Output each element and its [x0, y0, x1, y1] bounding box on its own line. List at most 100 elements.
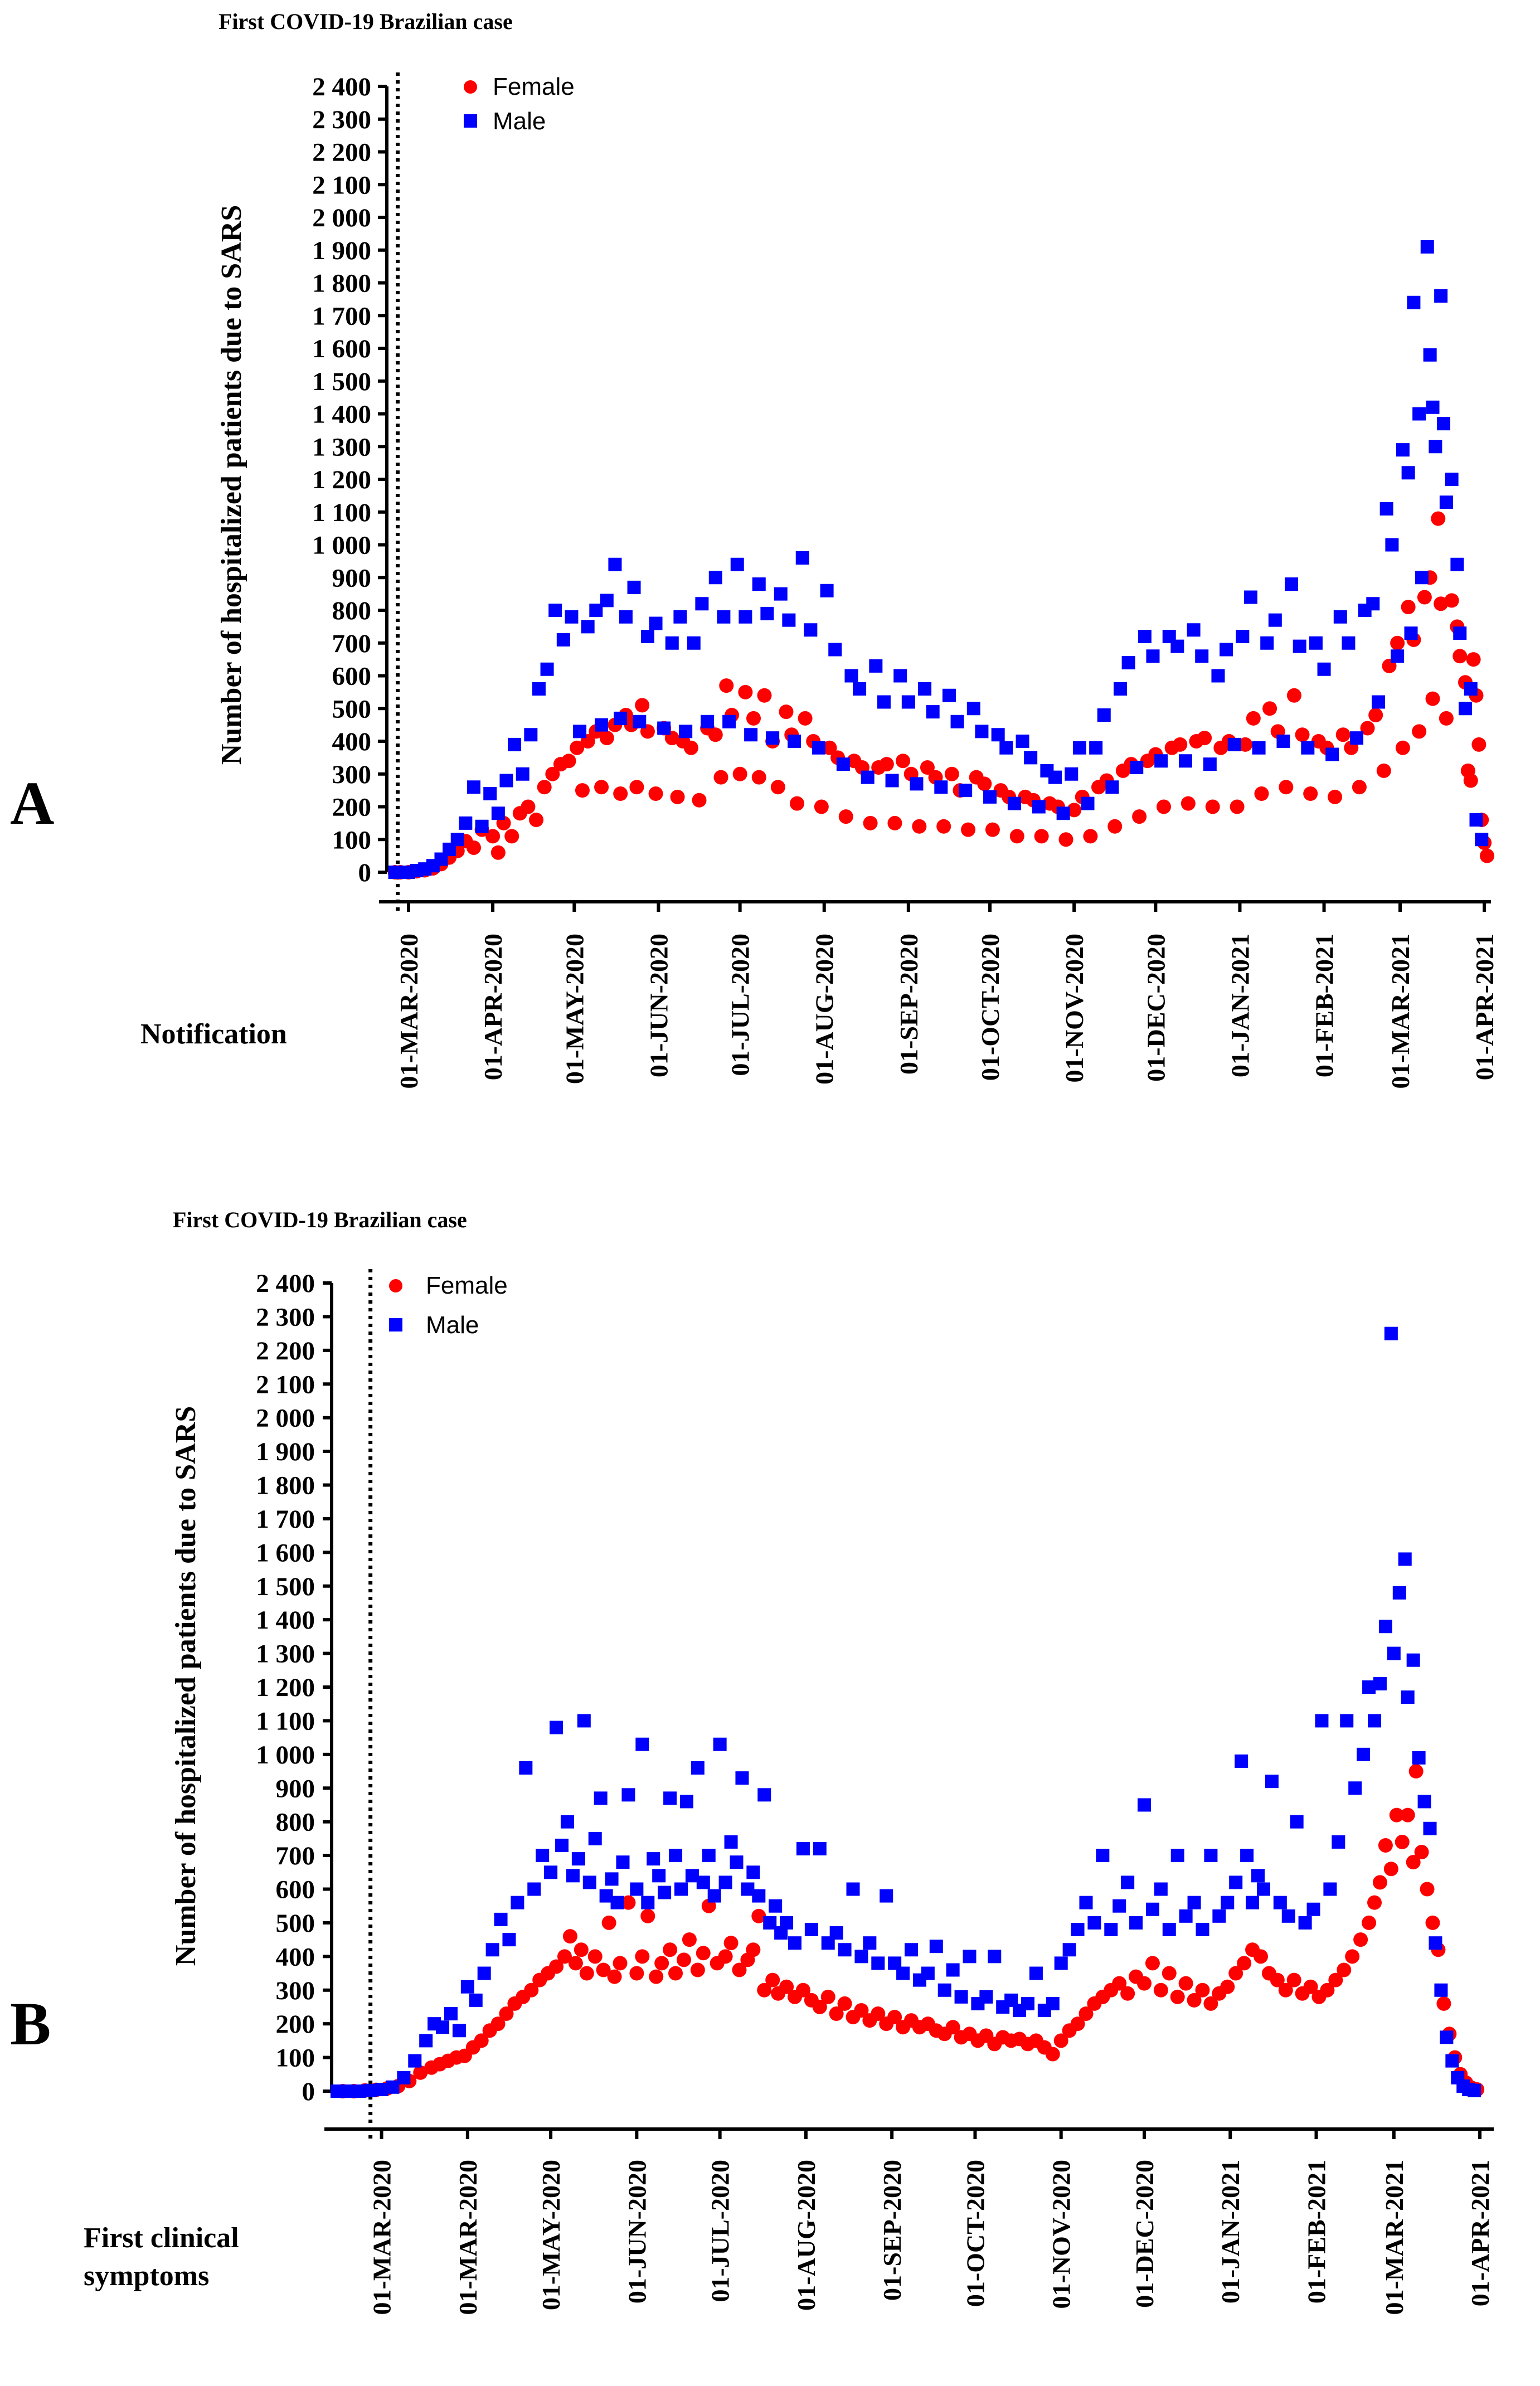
data-point-male — [905, 1943, 918, 1957]
data-point-female — [961, 822, 976, 837]
data-point-male — [1385, 538, 1399, 552]
data-point-male — [544, 1865, 558, 1879]
data-point-female — [1237, 1956, 1252, 1971]
data-point-female — [945, 2020, 960, 2035]
y-tick-label: 1 000 — [312, 531, 371, 560]
data-point-female — [1425, 1915, 1440, 1930]
data-point-male — [610, 1896, 624, 1909]
data-point-male — [502, 1933, 516, 1947]
x-tick-label: 01-JUN-2020 — [644, 934, 673, 1077]
data-point-male — [746, 1865, 760, 1879]
data-point-female — [613, 1956, 628, 1971]
data-point-male — [1256, 1882, 1270, 1896]
data-point-female — [1136, 1976, 1152, 1991]
data-point-male — [963, 1950, 977, 1964]
legend-male-marker — [389, 1318, 402, 1332]
data-point-female — [723, 1936, 739, 1951]
data-point-female — [1353, 1932, 1368, 1947]
data-point-female — [1420, 1882, 1435, 1897]
data-point-female — [1203, 1996, 1218, 2011]
data-point-male — [1145, 1902, 1159, 1916]
data-point-female — [1067, 803, 1082, 818]
data-point-female — [1434, 596, 1449, 611]
data-point-female — [1471, 737, 1486, 752]
data-point-male — [536, 1849, 550, 1863]
data-point-male — [475, 819, 489, 833]
data-point-male — [600, 594, 614, 608]
data-point-male — [1366, 597, 1380, 611]
y-tick-label: 1 800 — [256, 1471, 315, 1500]
data-point-male — [735, 1771, 749, 1785]
data-point-female — [596, 1962, 611, 1977]
data-point-female — [879, 757, 894, 772]
data-point-male — [566, 1869, 580, 1883]
legend-male-label: Male — [426, 1311, 479, 1339]
y-tick-label: 1 300 — [256, 1640, 315, 1669]
data-point-male — [846, 1882, 860, 1896]
data-point-female — [499, 2006, 514, 2021]
data-point-female — [1406, 1855, 1421, 1870]
data-point-female — [1372, 1875, 1387, 1890]
data-point-male — [861, 770, 875, 784]
data-point-female — [1270, 1972, 1285, 1987]
data-point-male — [1204, 1849, 1218, 1863]
data-point-male — [1423, 348, 1437, 362]
data-point-female — [1187, 1993, 1202, 2008]
data-point-male — [1379, 502, 1393, 516]
x-tick-label: 01-JUL-2020 — [726, 934, 755, 1076]
data-point-male — [469, 1993, 483, 2007]
data-point-female — [1417, 590, 1432, 605]
data-point-male — [1129, 1916, 1143, 1930]
data-point-female — [1352, 780, 1367, 795]
data-point-male — [436, 2020, 450, 2034]
data-point-female — [574, 1942, 589, 1957]
x-tick-label: 01-MAR-2021 — [1380, 2160, 1408, 2315]
x-tick-label: 01-OCT-2020 — [976, 934, 1004, 1081]
data-point-female — [1378, 1838, 1393, 1853]
data-point-female — [1452, 649, 1468, 664]
data-point-male — [679, 725, 693, 738]
data-point-male — [1426, 400, 1440, 414]
data-point-male — [1469, 813, 1483, 827]
data-point-female — [1034, 829, 1049, 844]
data-point-female — [1170, 1989, 1185, 2004]
first-case-header: First COVID-19 Brazilian case — [218, 9, 513, 34]
x-tick-label: 01-APR-2021 — [1466, 2160, 1494, 2306]
data-point-male — [397, 2071, 411, 2084]
data-point-female — [1390, 635, 1405, 650]
data-point-male — [1392, 1586, 1406, 1600]
data-point-female — [1414, 1845, 1429, 1860]
data-point-female — [648, 786, 663, 801]
data-point-male — [1121, 656, 1135, 669]
data-point-male — [1056, 806, 1070, 820]
data-point-male — [1211, 669, 1225, 683]
data-point-male — [813, 1842, 827, 1855]
data-point-female — [1254, 786, 1269, 801]
data-point-male — [1016, 735, 1029, 748]
data-point-male — [1404, 626, 1418, 640]
data-point-male — [1298, 1916, 1312, 1930]
data-point-male — [1407, 295, 1421, 309]
data-point-male — [1138, 630, 1152, 643]
data-point-male — [647, 1852, 660, 1866]
data-point-female — [629, 780, 644, 795]
data-point-male — [1251, 1869, 1265, 1883]
data-point-male — [804, 1923, 818, 1936]
data-point-male — [1046, 1996, 1060, 2010]
data-point-male — [641, 1896, 655, 1909]
data-point-male — [1146, 649, 1160, 663]
data-point-male — [1317, 662, 1331, 676]
plot-area-b — [330, 1326, 1485, 2098]
data-point-male — [1054, 1956, 1068, 1970]
data-point-female — [1132, 809, 1147, 824]
x-tick-label: 01-FEB-2021 — [1310, 934, 1339, 1077]
data-point-male — [444, 2007, 458, 2021]
data-point-female — [1439, 711, 1454, 726]
data-point-male — [713, 1737, 727, 1751]
data-point-male — [812, 741, 825, 755]
data-point-female — [871, 2006, 886, 2021]
data-point-male — [594, 1791, 608, 1805]
data-point-female — [1153, 1982, 1168, 1998]
data-point-female — [607, 1969, 622, 1984]
data-point-male — [1072, 741, 1086, 755]
